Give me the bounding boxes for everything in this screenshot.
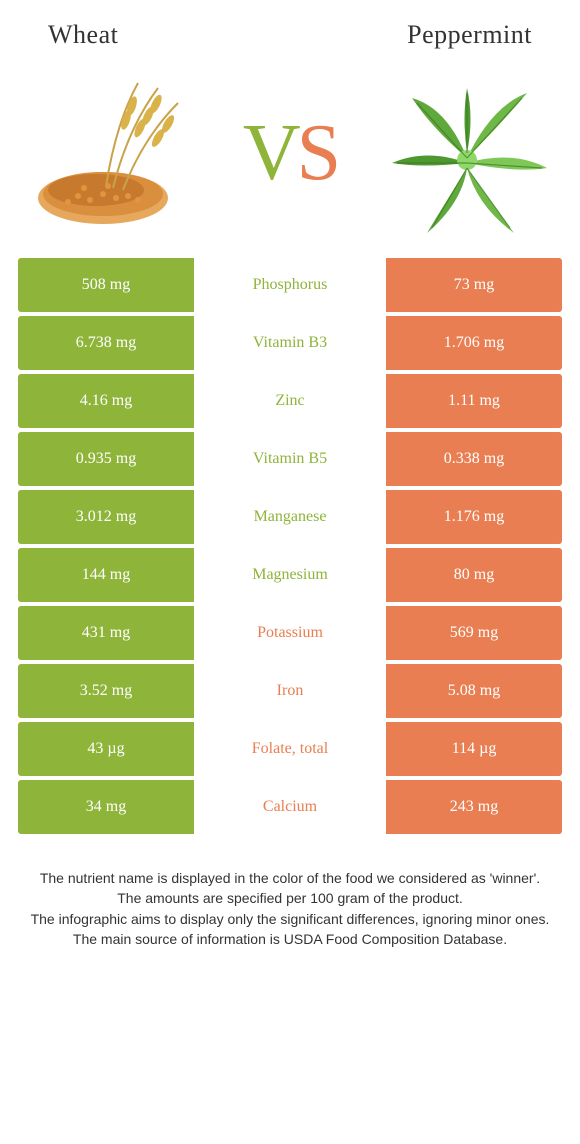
nutrient-value-right: 1.11 mg (386, 374, 562, 428)
nutrient-name: Magnesium (194, 548, 386, 602)
nutrient-value-left: 3.012 mg (18, 490, 194, 544)
peppermint-image (372, 68, 562, 238)
nutrient-name: Manganese (194, 490, 386, 544)
vs-s: S (297, 113, 338, 193)
nutrient-value-left: 508 mg (18, 258, 194, 312)
nutrient-value-left: 43 µg (18, 722, 194, 776)
nutrient-value-left: 34 mg (18, 780, 194, 834)
footer-line-0: The nutrient name is displayed in the co… (26, 868, 554, 888)
nutrient-value-right: 1.176 mg (386, 490, 562, 544)
vs-v: V (243, 113, 297, 193)
nutrient-value-left: 144 mg (18, 548, 194, 602)
nutrient-name: Potassium (194, 606, 386, 660)
nutrient-row: 3.012 mgManganese1.176 mg (18, 490, 562, 544)
nutrient-value-right: 0.338 mg (386, 432, 562, 486)
nutrient-row: 4.16 mgZinc1.11 mg (18, 374, 562, 428)
nutrient-table: 508 mgPhosphorus73 mg6.738 mgVitamin B31… (18, 258, 562, 834)
nutrient-name: Zinc (194, 374, 386, 428)
nutrient-value-right: 114 µg (386, 722, 562, 776)
footer-line-1: The amounts are specified per 100 gram o… (26, 888, 554, 908)
nutrient-row: 508 mgPhosphorus73 mg (18, 258, 562, 312)
footer-text: The nutrient name is displayed in the co… (18, 868, 562, 949)
nutrient-value-right: 1.706 mg (386, 316, 562, 370)
food-title-right: Peppermint (407, 20, 532, 50)
food-title-left: Wheat (48, 20, 118, 50)
nutrient-value-left: 4.16 mg (18, 374, 194, 428)
images-row: VS (18, 58, 562, 258)
nutrient-value-left: 431 mg (18, 606, 194, 660)
wheat-image (18, 68, 208, 238)
nutrient-value-right: 243 mg (386, 780, 562, 834)
nutrient-name: Vitamin B5 (194, 432, 386, 486)
nutrient-value-right: 569 mg (386, 606, 562, 660)
nutrient-value-right: 73 mg (386, 258, 562, 312)
nutrient-row: 0.935 mgVitamin B50.338 mg (18, 432, 562, 486)
nutrient-name: Folate, total (194, 722, 386, 776)
nutrient-row: 431 mgPotassium569 mg (18, 606, 562, 660)
nutrient-value-left: 3.52 mg (18, 664, 194, 718)
nutrient-name: Iron (194, 664, 386, 718)
nutrient-value-right: 5.08 mg (386, 664, 562, 718)
nutrient-value-left: 6.738 mg (18, 316, 194, 370)
nutrient-row: 34 mgCalcium243 mg (18, 780, 562, 834)
nutrient-name: Vitamin B3 (194, 316, 386, 370)
nutrient-row: 43 µgFolate, total114 µg (18, 722, 562, 776)
nutrient-value-right: 80 mg (386, 548, 562, 602)
vs-label: VS (243, 113, 337, 193)
nutrient-name: Phosphorus (194, 258, 386, 312)
nutrient-value-left: 0.935 mg (18, 432, 194, 486)
infographic-container: Wheat Peppermint (0, 0, 580, 949)
nutrient-row: 3.52 mgIron5.08 mg (18, 664, 562, 718)
header-row: Wheat Peppermint (18, 20, 562, 58)
footer-line-3: The main source of information is USDA F… (26, 929, 554, 949)
nutrient-row: 6.738 mgVitamin B31.706 mg (18, 316, 562, 370)
footer-line-2: The infographic aims to display only the… (26, 909, 554, 929)
nutrient-name: Calcium (194, 780, 386, 834)
nutrient-row: 144 mgMagnesium80 mg (18, 548, 562, 602)
